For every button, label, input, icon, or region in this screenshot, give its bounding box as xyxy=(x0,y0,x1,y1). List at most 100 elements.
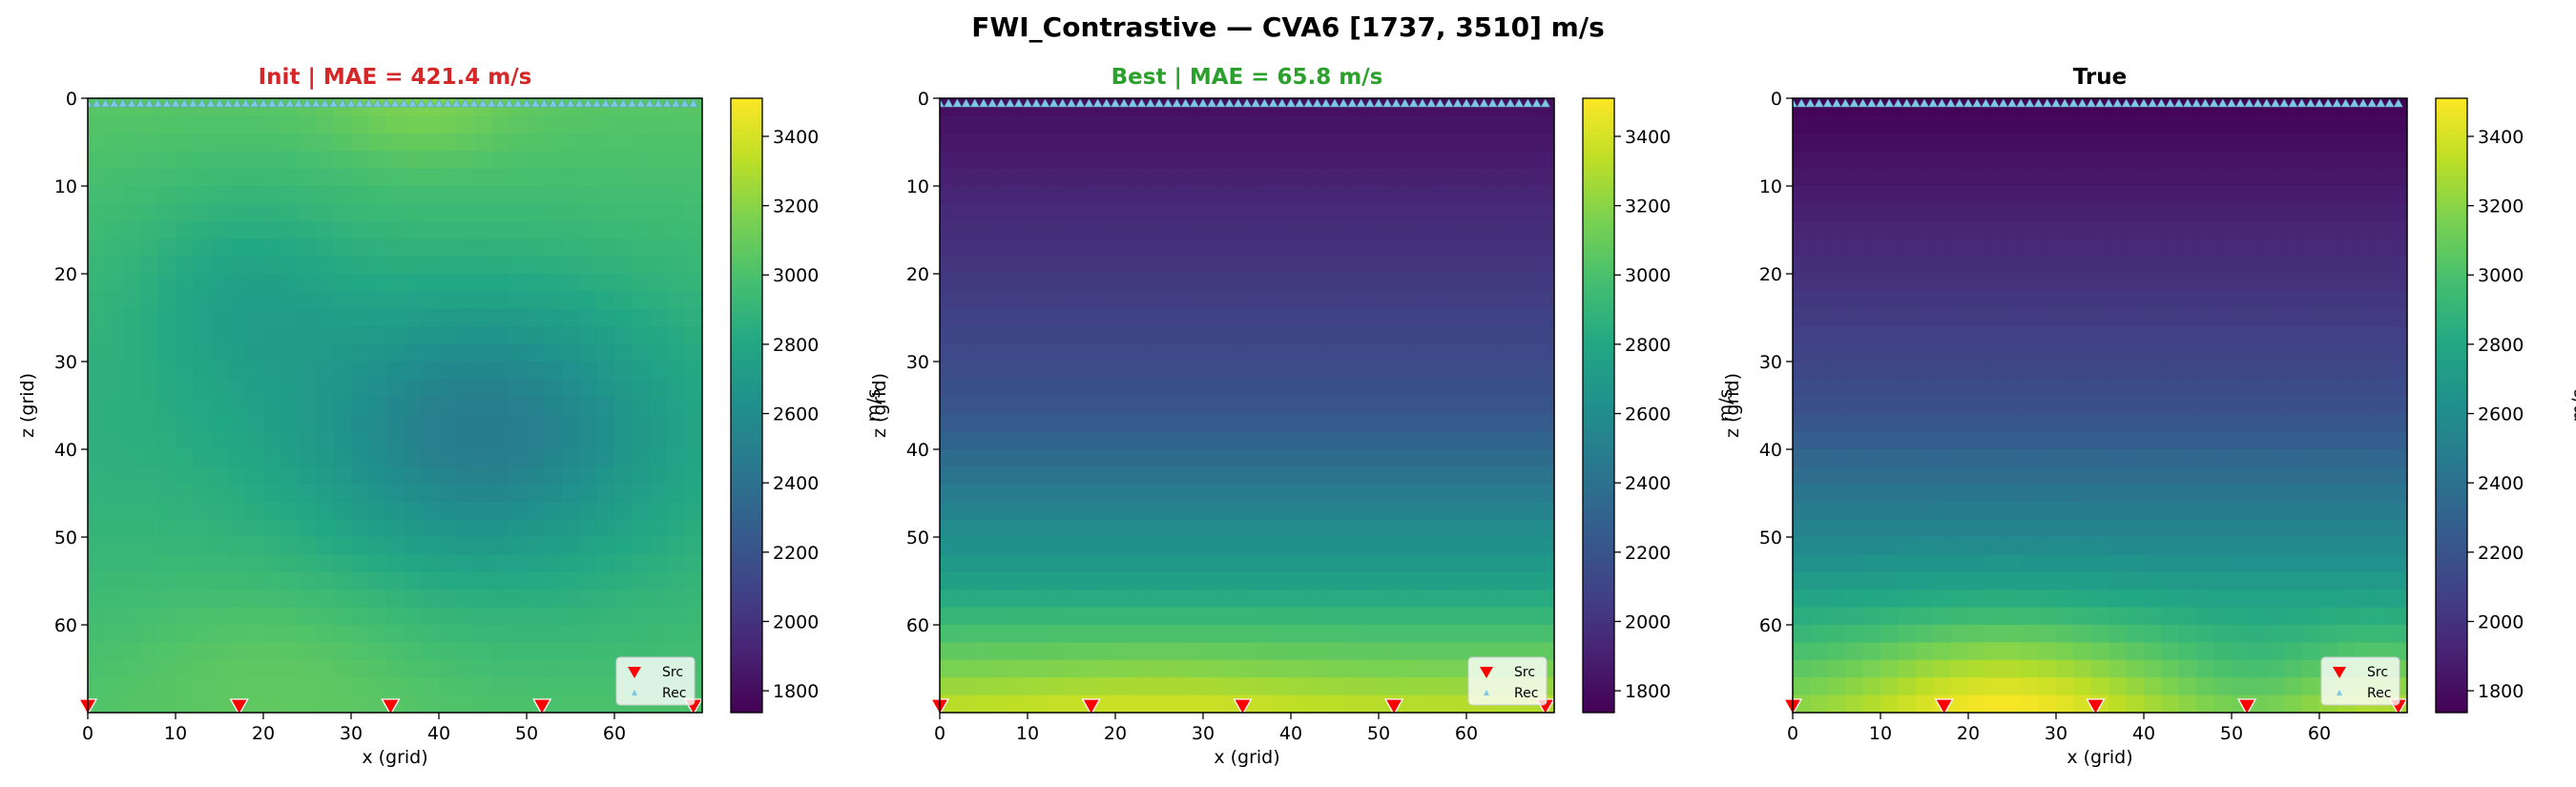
heatmap-cell xyxy=(263,677,281,696)
heatmap-cell xyxy=(1185,642,1204,661)
heatmap-cell xyxy=(1845,168,1864,187)
heatmap-cell xyxy=(579,694,598,713)
heatmap-cell xyxy=(1308,519,1327,538)
heatmap-cell xyxy=(596,502,615,521)
heatmap-cell xyxy=(2301,537,2320,555)
heatmap-cell xyxy=(667,326,686,345)
heatmap-cell xyxy=(1379,256,1397,275)
heatmap-cell xyxy=(1325,590,1344,609)
heatmap-cell xyxy=(2021,537,2040,555)
heatmap-cell xyxy=(1256,554,1275,573)
heatmap-cell xyxy=(632,168,651,187)
heatmap-cell xyxy=(2249,449,2268,467)
heatmap-cell xyxy=(1325,659,1344,678)
heatmap-cell xyxy=(1237,326,1257,345)
heatmap-cell xyxy=(957,449,976,467)
heatmap-cell xyxy=(957,379,976,398)
heatmap-cell xyxy=(2056,571,2074,590)
heatmap-cell xyxy=(1915,431,1934,450)
receiver-marker xyxy=(1031,98,1042,108)
heatmap-cell xyxy=(1045,694,1064,713)
heatmap-cell xyxy=(649,554,668,573)
heatmap-cell xyxy=(245,343,264,362)
heatmap-cell xyxy=(1950,642,1969,661)
heatmap-cell xyxy=(2090,168,2109,187)
heatmap-cell xyxy=(404,519,423,538)
heatmap-cell xyxy=(509,571,528,590)
heatmap-cell xyxy=(2213,396,2233,415)
heatmap-cell xyxy=(210,466,229,486)
x-axis-label: x (grid) xyxy=(1214,747,1279,768)
heatmap-cell xyxy=(1361,326,1380,345)
heatmap-cell xyxy=(992,168,1011,187)
heatmap-cell xyxy=(1150,220,1169,239)
heatmap-cell xyxy=(1097,484,1116,503)
heatmap-cell xyxy=(1862,571,1881,590)
panel-title: True xyxy=(2073,65,2127,90)
heatmap-cell xyxy=(2161,537,2180,555)
heatmap-cell xyxy=(1898,115,1917,135)
heatmap-cell xyxy=(579,326,598,345)
heatmap-cell xyxy=(473,607,492,626)
heatmap-cell xyxy=(1256,537,1275,555)
heatmap-cell xyxy=(1220,291,1239,310)
heatmap-cell xyxy=(1379,220,1397,239)
heatmap-cell xyxy=(404,414,423,433)
heatmap-cell xyxy=(1379,203,1397,222)
heatmap-cell xyxy=(2056,431,2074,450)
heatmap-cell xyxy=(1898,133,1917,152)
heatmap-cell xyxy=(1431,431,1450,450)
heatmap-cell xyxy=(1396,203,1415,222)
heatmap-cell xyxy=(1256,677,1275,696)
heatmap-cell xyxy=(1361,379,1380,398)
heatmap-cell xyxy=(1536,607,1554,626)
heatmap-cell xyxy=(2178,571,2197,590)
heatmap-cell xyxy=(1519,396,1538,415)
heatmap-cell xyxy=(385,502,405,521)
heatmap-cell xyxy=(122,220,141,239)
receiver-marker xyxy=(2060,98,2070,108)
heatmap-cell xyxy=(1097,677,1116,696)
heatmap-cell xyxy=(491,502,510,521)
heatmap-cell xyxy=(1396,115,1415,135)
heatmap-cell xyxy=(404,186,423,204)
heatmap-cell xyxy=(1308,502,1327,521)
heatmap-cell xyxy=(1028,466,1046,486)
heatmap-cell xyxy=(2161,571,2180,590)
heatmap-cell xyxy=(1097,414,1116,433)
heatmap-cell xyxy=(2319,396,2337,415)
heatmap-cell xyxy=(351,519,369,538)
heatmap-cell xyxy=(210,203,229,222)
heatmap-cell xyxy=(210,607,229,626)
heatmap-cell xyxy=(1343,379,1362,398)
heatmap-cell xyxy=(1933,554,1952,573)
heatmap-cell xyxy=(2038,537,2057,555)
heatmap-cell xyxy=(1915,414,1934,433)
heatmap-cell xyxy=(2232,220,2250,239)
colorbar-tick-label: 2600 xyxy=(1625,404,1671,425)
heatmap-cell xyxy=(579,449,598,467)
heatmap-cell xyxy=(632,98,651,116)
receiver-marker xyxy=(1505,98,1516,108)
heatmap-cell xyxy=(2266,203,2285,222)
heatmap-cell xyxy=(957,203,976,222)
heatmap-cell xyxy=(2372,484,2391,503)
heatmap-cell xyxy=(614,203,633,222)
receiver-marker xyxy=(443,98,453,108)
heatmap-cell xyxy=(1361,537,1380,555)
heatmap-cell xyxy=(157,274,177,292)
heatmap-cell xyxy=(1950,133,1969,152)
heatmap-cell xyxy=(940,484,958,503)
heatmap-cell xyxy=(1132,238,1152,258)
heatmap-cell xyxy=(667,115,686,135)
heatmap-cell xyxy=(1501,238,1520,258)
heatmap-cell xyxy=(2161,607,2180,626)
heatmap-cell xyxy=(2073,203,2092,222)
heatmap-cell xyxy=(2389,414,2407,433)
heatmap-cell xyxy=(2232,115,2250,135)
heatmap-cell xyxy=(1985,151,2005,170)
heatmap-cell xyxy=(88,449,106,467)
heatmap-cell xyxy=(1880,238,1899,258)
heatmap-cell xyxy=(2038,308,2057,327)
receiver-marker xyxy=(1295,98,1305,108)
